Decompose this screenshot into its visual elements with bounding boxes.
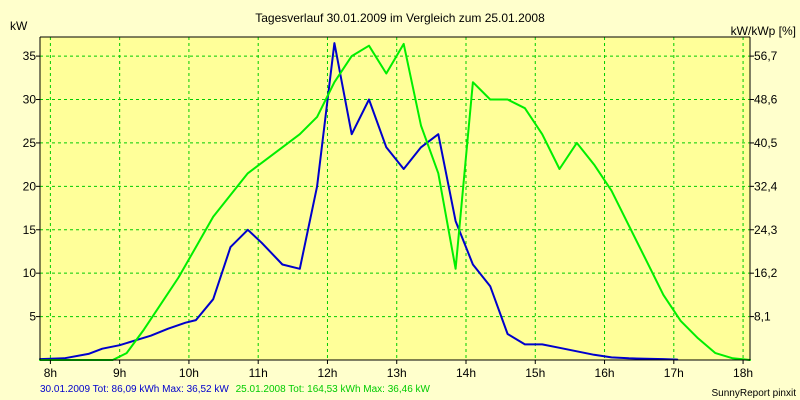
y-tick-label-left: 20: [23, 179, 37, 193]
x-tick-label: 17h: [664, 366, 684, 380]
chart-title: Tagesverlauf 30.01.2009 im Vergleich zum…: [255, 11, 545, 25]
x-tick-label: 13h: [387, 366, 407, 380]
y-tick-label-right: 32,4: [754, 179, 778, 193]
footer-legend: 30.01.2009 Tot: 86,09 kWh Max: 36,52 kW …: [40, 384, 431, 395]
y-tick-label-left: 25: [23, 136, 37, 150]
y-tick-label-left: 15: [23, 223, 37, 237]
x-tick-label: 15h: [525, 366, 545, 380]
x-tick-label: 14h: [456, 366, 476, 380]
grid: [40, 37, 750, 360]
x-tick-label: 18h: [733, 366, 753, 380]
ticks: 8h 9h 10h 11h 12h 13h 14h 15h 16h 17h 18h 5 10 15 20 25…: [23, 49, 778, 380]
x-tick-label: 10h: [179, 366, 199, 380]
x-tick-label: 12h: [317, 366, 337, 380]
y-tick-label-right: 56,7: [754, 49, 778, 63]
x-tick-label: 11h: [249, 366, 268, 380]
y-tick-label-right: 8,1: [754, 310, 771, 324]
source-credit: SunnyReport pinxit: [712, 388, 797, 399]
x-tick-label: 8h: [44, 366, 57, 380]
series-layer: [39, 42, 751, 361]
y-tick-label-left: 5: [29, 310, 36, 324]
y-axis-right-label: kW/kWp [%]: [731, 24, 796, 38]
plot-area: [40, 37, 750, 360]
series-line-30-01-2009: [39, 42, 679, 361]
y-tick-label-right: 24,3: [754, 223, 778, 237]
x-tick-label: 9h: [113, 366, 126, 380]
y-tick-label-right: 48,6: [754, 93, 778, 107]
legend-series-2008: 25.01.2008 Tot: 164,53 kWh Max: 36,46 kW: [236, 384, 431, 395]
y-axis-left-label: kW: [10, 19, 28, 33]
legend-series-2009: 30.01.2009 Tot: 86,09 kWh Max: 36,52 kW: [40, 384, 229, 395]
y-tick-label-left: 30: [23, 93, 37, 107]
x-tick-label: 16h: [595, 366, 615, 380]
y-tick-label-right: 40,5: [754, 136, 778, 150]
y-tick-label-left: 35: [23, 49, 37, 63]
y-tick-label-left: 10: [23, 266, 37, 280]
series-line-25-01-2008: [39, 42, 751, 361]
y-tick-label-right: 16,2: [754, 266, 778, 280]
